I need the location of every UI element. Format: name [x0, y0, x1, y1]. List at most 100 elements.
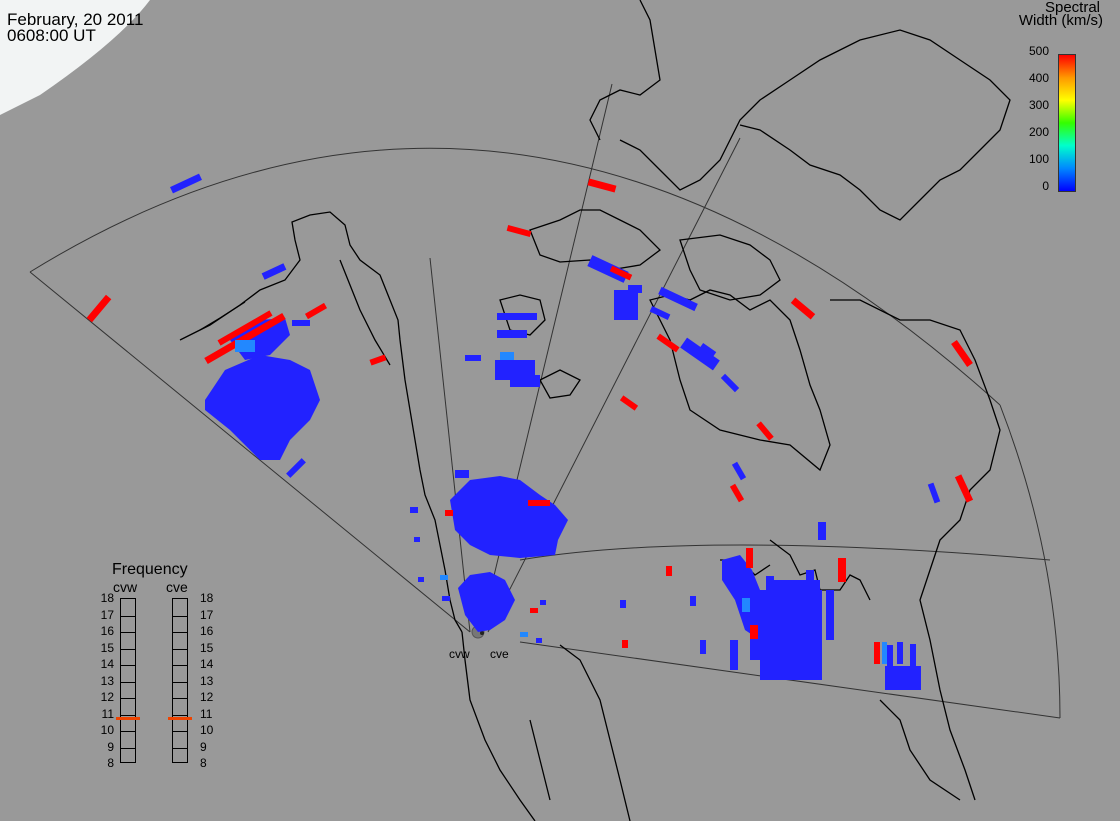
frequency-scale-label: 13 [100, 673, 114, 688]
echo-cell [826, 590, 834, 640]
coastlines [179, 0, 1011, 821]
colorbar-tick: 500 [1028, 44, 1049, 58]
frequency-scale-label: 10 [100, 723, 114, 737]
echo-cell [649, 306, 671, 320]
colorbar-title-2: Width (km/s) [1018, 12, 1103, 29]
echo-cell [699, 342, 717, 358]
frequency-scale-label: 16 [200, 624, 214, 638]
frequency-scale-label: 15 [200, 640, 214, 655]
echo-cell [587, 178, 617, 193]
echo-cell [620, 600, 626, 608]
echo-cell [304, 302, 328, 320]
echo-cell [731, 461, 747, 481]
radar-label-cve: cve [490, 647, 509, 661]
echo-cell [369, 354, 387, 366]
echo-cell [86, 294, 112, 323]
echo-cell [622, 640, 628, 648]
echo-cell [261, 263, 287, 280]
frequency-ladder-cvw [120, 598, 136, 763]
frequency-scale-label: 12 [200, 690, 214, 704]
frequency-scale-label: 9 [107, 739, 114, 754]
colorbar-tick: 100 [1028, 152, 1049, 166]
echo-cell [587, 255, 629, 283]
frequency-scale-label: 11 [101, 706, 114, 721]
frequency-scale-label: 8 [200, 756, 207, 770]
frequency-title: Frequency [112, 561, 188, 578]
echo-cluster [458, 572, 515, 632]
echo-cell [528, 500, 550, 506]
daylight-region [0, 0, 150, 115]
echo-cell [445, 510, 453, 516]
echo-cell [204, 312, 286, 365]
echo-cluster [205, 355, 320, 460]
echo-cell [746, 548, 753, 568]
echo-cell [540, 600, 546, 605]
echo-cell [680, 337, 720, 371]
echo-cell [818, 522, 826, 540]
radar-label-cvw: cvw [449, 647, 470, 661]
echo-cell [927, 482, 941, 504]
echo-cell [619, 395, 639, 411]
frequency-scale-label: 12 [100, 690, 114, 704]
frequency-col-cvw: cvw [113, 579, 138, 595]
echo-cell [882, 642, 887, 664]
echo-cell [465, 355, 481, 361]
echo-cluster [450, 476, 568, 558]
colorbar-title-1: Spectral [1044, 0, 1100, 16]
echo-cell [700, 640, 706, 654]
frequency-scale-label: 8 [107, 756, 114, 770]
frequency-scale-label: 16 [100, 624, 114, 638]
frequency-scale-label: 13 [200, 673, 214, 688]
colorbar-tick: 200 [1028, 125, 1049, 139]
frequency-scale-label: 18 [100, 591, 114, 605]
frequency-scale-label: 9 [200, 739, 207, 754]
echo-cell [497, 313, 537, 320]
echo-cell [742, 598, 750, 612]
colorbar-tick: 400 [1028, 71, 1049, 85]
echo-cell [506, 224, 532, 238]
echo-cell [440, 575, 448, 580]
echo-cell [286, 458, 306, 478]
echo-cell [951, 340, 973, 367]
echo-cell [766, 576, 774, 598]
echo-cell [806, 570, 814, 630]
echo-cell [414, 537, 420, 542]
echo-cell [170, 173, 202, 194]
echo-cell [720, 373, 740, 393]
echo-cells [86, 173, 974, 690]
frequency-scale-label: 14 [200, 657, 214, 671]
frequency-col-cve: cve [166, 579, 188, 595]
frequency-scale-label: 15 [100, 640, 114, 655]
frequency-scale-label: 17 [100, 607, 114, 622]
echo-cell [656, 333, 680, 353]
echo-cell [885, 666, 921, 690]
echo-cell [954, 474, 974, 503]
echo-cell [536, 638, 542, 643]
frequency-scale-label: 10 [200, 723, 214, 737]
echo-cell [838, 558, 846, 582]
echo-cell [874, 642, 880, 664]
frequency-scale-label: 11 [200, 706, 213, 721]
echo-cell [897, 642, 903, 664]
frequency-ladder-cve [172, 598, 188, 763]
echo-cell [910, 644, 916, 666]
echo-cell [510, 375, 540, 387]
time-label: 0608:00 UT [7, 26, 96, 45]
echo-cell [750, 625, 758, 639]
echo-cell [729, 483, 745, 503]
echo-cell [217, 310, 273, 346]
echo-cell [418, 577, 424, 582]
frequency-scale-label: 14 [100, 657, 114, 671]
colorbar-tick: 0 [1042, 179, 1049, 193]
date-label: February, 20 2011 [7, 10, 144, 29]
echo-cell [609, 265, 633, 281]
echo-cell [658, 286, 698, 312]
echo-cell [666, 566, 672, 576]
echo-cell [442, 596, 450, 601]
echo-cell [628, 285, 642, 293]
echo-cell [887, 645, 893, 667]
echo-cell [497, 330, 527, 338]
radar-site-cve [480, 631, 484, 635]
echo-cell [730, 640, 738, 670]
